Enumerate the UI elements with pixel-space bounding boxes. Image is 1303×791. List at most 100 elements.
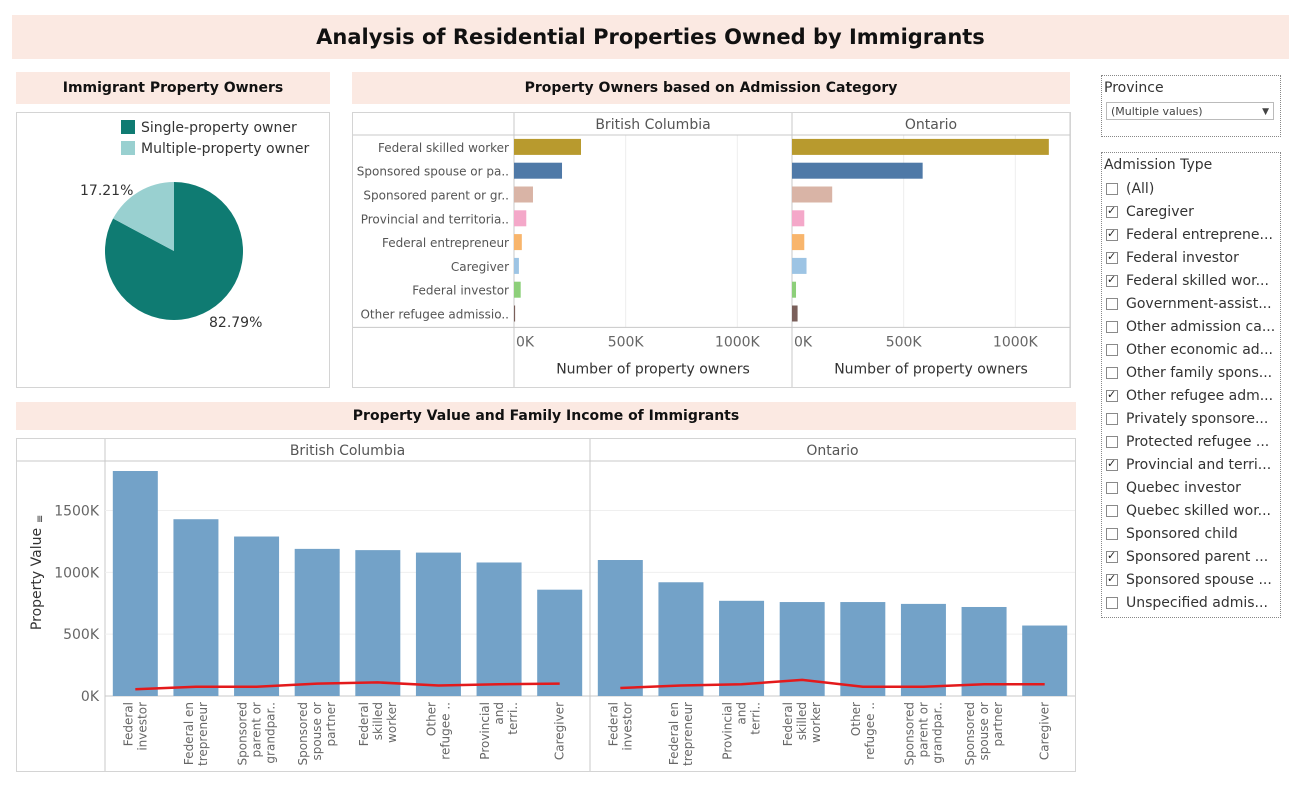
bar[interactable] (792, 210, 805, 227)
category-label: Sponsored (902, 702, 916, 765)
admission-option[interactable]: Sponsored child (1106, 524, 1278, 544)
admission-option[interactable]: Federal entreprene... (1106, 225, 1278, 245)
bar[interactable] (792, 305, 798, 322)
checkbox-icon[interactable] (1106, 572, 1118, 586)
checkbox-icon[interactable] (1106, 250, 1118, 264)
bar[interactable] (792, 257, 807, 274)
property-value-bar[interactable] (294, 548, 340, 696)
bar[interactable] (514, 162, 563, 179)
admission-option[interactable]: Unspecified admis... (1106, 593, 1278, 613)
admission-option[interactable]: Quebec investor (1106, 478, 1278, 498)
property-value-bar[interactable] (961, 606, 1007, 696)
checkbox-icon[interactable] (1106, 549, 1118, 563)
admission-option[interactable]: Privately sponsore... (1106, 409, 1278, 429)
property-value-bar[interactable] (415, 552, 461, 696)
checkbox-icon[interactable] (1106, 298, 1118, 310)
pie-label-multiple: 17.21% (80, 183, 133, 199)
x-axis-title: Number of property owners (834, 361, 1028, 377)
category-label: Sponsored (296, 702, 310, 765)
admission-option[interactable]: Other family spons... (1106, 363, 1278, 383)
admission-option[interactable]: Sponsored spouse ... (1106, 570, 1278, 590)
checkbox-icon[interactable] (1106, 457, 1118, 471)
checkbox-icon[interactable] (1106, 528, 1118, 540)
checkbox-icon[interactable] (1106, 321, 1118, 333)
bar[interactable] (792, 281, 797, 298)
property-value-bar[interactable] (476, 562, 522, 696)
property-value-bar[interactable] (719, 600, 765, 696)
bar[interactable] (514, 186, 533, 203)
bar[interactable] (514, 257, 519, 274)
admission-option[interactable]: (All) (1106, 179, 1278, 199)
property-value-bar[interactable] (840, 602, 886, 696)
pie-section-title: Immigrant Property Owners (16, 72, 330, 104)
property-value-bar[interactable] (658, 582, 704, 696)
property-value-bar[interactable] (537, 589, 583, 696)
x-tick-label: 0K (794, 334, 813, 350)
property-value-bar[interactable] (173, 519, 219, 696)
checkbox-icon[interactable] (1106, 413, 1118, 425)
panel-header: Ontario (905, 117, 957, 133)
admission-option[interactable]: Caregiver (1106, 202, 1278, 222)
admission-option-label: Federal investor (1126, 250, 1239, 266)
category-label: Caregiver (553, 702, 567, 760)
admission-option[interactable]: Federal skilled wor... (1106, 271, 1278, 291)
property-value-bar[interactable] (597, 560, 643, 696)
admission-filter: Admission Type (All) Caregiver Federal ent… (1101, 152, 1281, 618)
pie-slice-multiple[interactable] (113, 182, 174, 251)
admission-option[interactable]: Provincial and terri... (1106, 455, 1278, 475)
bar[interactable] (792, 162, 923, 179)
bar[interactable] (514, 281, 521, 298)
admission-option[interactable]: Government-assist... (1106, 294, 1278, 314)
admission-option-label: Other economic ad... (1126, 342, 1274, 358)
bar[interactable] (792, 138, 1049, 155)
province-dropdown[interactable]: (Multiple values) ▼ (1106, 102, 1274, 120)
bar[interactable] (514, 210, 527, 227)
chevron-down-icon[interactable]: ▼ (1262, 107, 1269, 117)
bar[interactable] (792, 234, 805, 251)
admission-option[interactable]: Federal investor (1106, 248, 1278, 268)
checkbox-icon[interactable] (1106, 388, 1118, 402)
legend-swatch (121, 141, 135, 155)
admission-option[interactable]: Other admission ca... (1106, 317, 1278, 337)
admission-option-label: Quebec skilled wor... (1126, 503, 1272, 519)
admission-option[interactable]: Protected refugee ... (1106, 432, 1278, 452)
sort-icon[interactable]: ≡ (35, 515, 46, 523)
checkbox-icon[interactable] (1106, 183, 1118, 195)
property-value-bar[interactable] (900, 603, 946, 696)
property-value-bar[interactable] (355, 550, 401, 696)
category-label: partner (991, 702, 1005, 747)
pie-panel: Single-property owner Multiple-property o… (16, 112, 330, 388)
property-value-bar[interactable] (234, 536, 280, 696)
bar[interactable] (514, 305, 516, 322)
property-value-bar[interactable] (112, 471, 158, 696)
province-selected-value: (Multiple values) (1111, 105, 1203, 118)
bar[interactable] (514, 138, 581, 155)
admission-option[interactable]: Other economic ad... (1106, 340, 1278, 360)
x-tick-label: 0K (516, 334, 535, 350)
province-filter-title: Province (1104, 80, 1164, 96)
category-label: Sponsored (963, 702, 977, 765)
checkbox-icon[interactable] (1106, 505, 1118, 517)
admission-option[interactable]: Other refugee adm... (1106, 386, 1278, 406)
checkbox-icon[interactable] (1106, 204, 1118, 218)
admission-option[interactable]: Quebec skilled wor... (1106, 501, 1278, 521)
bars-section-title: Property Owners based on Admission Categ… (352, 72, 1070, 104)
checkbox-icon[interactable] (1106, 227, 1118, 241)
checkbox-icon[interactable] (1106, 367, 1118, 379)
bar[interactable] (792, 186, 833, 203)
category-label: Federal (781, 702, 795, 746)
bar[interactable] (514, 234, 522, 251)
admission-option[interactable]: Sponsored parent ... (1106, 547, 1278, 567)
family-income-line[interactable] (135, 681, 560, 691)
admission-option-label: Sponsored parent ... (1126, 549, 1269, 565)
x-tick-label: 500K (886, 334, 923, 350)
checkbox-icon[interactable] (1106, 273, 1118, 287)
x-tick-label: 500K (608, 334, 645, 350)
checkbox-icon[interactable] (1106, 597, 1118, 609)
checkbox-icon[interactable] (1106, 344, 1118, 356)
category-label: grandpar.. (930, 702, 944, 764)
admission-option-label: Other admission ca... (1126, 319, 1276, 335)
checkbox-icon[interactable] (1106, 482, 1118, 494)
family-income-line[interactable] (620, 678, 1045, 690)
checkbox-icon[interactable] (1106, 436, 1118, 448)
